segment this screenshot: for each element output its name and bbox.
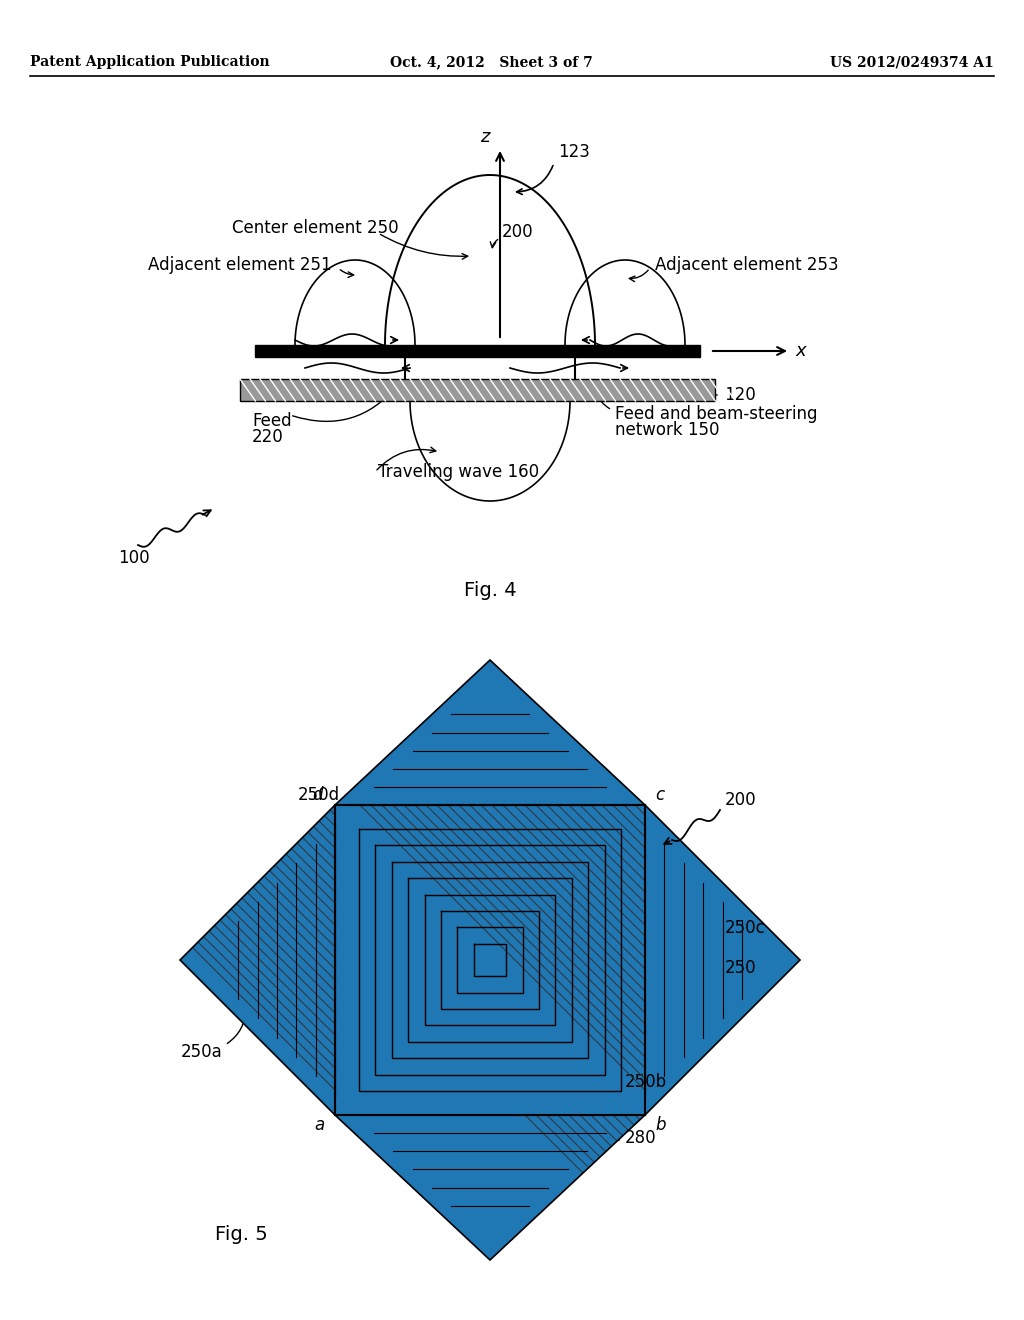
Text: 220: 220: [252, 428, 284, 446]
FancyArrowPatch shape: [227, 1010, 248, 1043]
FancyArrowPatch shape: [293, 385, 397, 421]
Polygon shape: [180, 805, 335, 1115]
Polygon shape: [335, 1115, 645, 1261]
FancyArrowPatch shape: [380, 235, 468, 259]
Bar: [255, 345, 700, 356]
Text: US 2012/0249374 A1: US 2012/0249374 A1: [830, 55, 994, 69]
Text: $z$: $z$: [480, 128, 492, 147]
FancyArrowPatch shape: [596, 395, 609, 409]
Text: $c$: $c$: [655, 785, 666, 804]
Text: Adjacent element 253: Adjacent element 253: [655, 256, 839, 275]
FancyArrowPatch shape: [490, 239, 498, 248]
Polygon shape: [335, 660, 645, 805]
Text: Patent Application Publication: Patent Application Publication: [30, 55, 269, 69]
FancyArrowPatch shape: [549, 1086, 620, 1105]
Bar: [240, 379, 715, 401]
FancyArrowPatch shape: [554, 968, 719, 973]
FancyArrowPatch shape: [517, 165, 553, 194]
Text: 250: 250: [725, 960, 757, 977]
Text: 200: 200: [502, 223, 534, 242]
FancyArrowPatch shape: [705, 392, 717, 397]
FancyArrowPatch shape: [535, 1140, 620, 1147]
Polygon shape: [335, 805, 645, 1115]
Text: $a$: $a$: [314, 1115, 325, 1134]
FancyArrowPatch shape: [377, 447, 436, 470]
Text: Feed: Feed: [252, 412, 292, 430]
Polygon shape: [645, 805, 800, 1115]
Text: $b$: $b$: [655, 1115, 667, 1134]
Text: 250c: 250c: [725, 919, 766, 937]
Text: Fig. 5: Fig. 5: [215, 1225, 267, 1245]
Text: 250b: 250b: [625, 1073, 667, 1092]
Text: Oct. 4, 2012   Sheet 3 of 7: Oct. 4, 2012 Sheet 3 of 7: [390, 55, 593, 69]
FancyArrowPatch shape: [345, 800, 456, 821]
Text: 100: 100: [118, 549, 150, 568]
Text: Center element 250: Center element 250: [232, 219, 398, 238]
Text: Feed and beam-steering: Feed and beam-steering: [615, 405, 817, 422]
FancyArrowPatch shape: [722, 933, 732, 957]
Text: Adjacent element 251: Adjacent element 251: [148, 256, 332, 275]
Text: Traveling wave 160: Traveling wave 160: [378, 463, 539, 480]
Text: 250a: 250a: [180, 1043, 222, 1061]
FancyArrowPatch shape: [340, 269, 353, 277]
Text: $d$: $d$: [312, 785, 325, 804]
Text: 250d: 250d: [298, 785, 340, 804]
Text: network 150: network 150: [615, 421, 720, 440]
Text: 120: 120: [724, 385, 756, 404]
Polygon shape: [335, 805, 645, 1115]
Text: 280: 280: [625, 1129, 656, 1147]
Text: 123: 123: [558, 143, 590, 161]
Text: 200: 200: [725, 791, 757, 809]
Text: Fig. 4: Fig. 4: [464, 581, 516, 599]
FancyArrowPatch shape: [630, 271, 648, 281]
Text: $x$: $x$: [795, 342, 808, 360]
